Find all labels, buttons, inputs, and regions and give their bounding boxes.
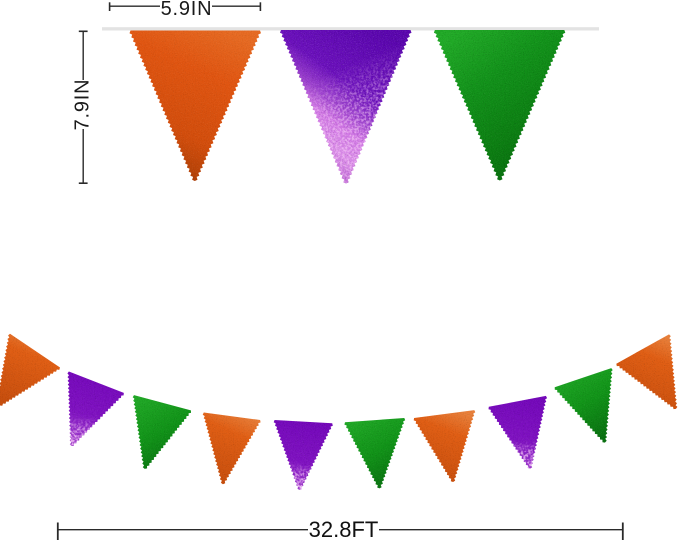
svg-text:32.8FT: 32.8FT <box>309 517 379 541</box>
svg-text:7.9IN: 7.9IN <box>71 79 93 131</box>
svg-text:5.9IN: 5.9IN <box>161 0 213 20</box>
